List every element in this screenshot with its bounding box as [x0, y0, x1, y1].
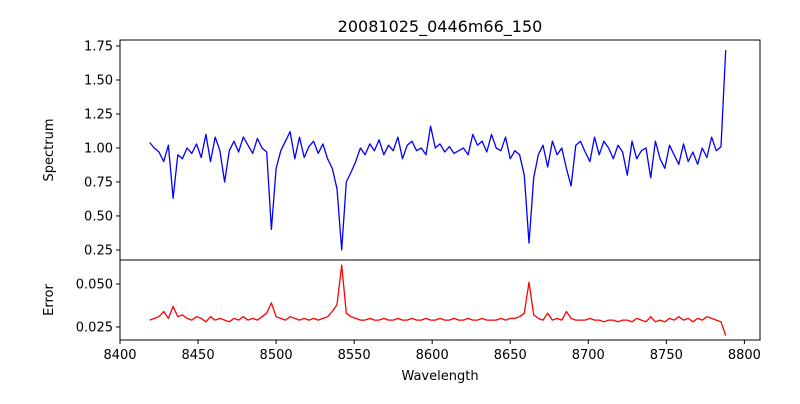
error-ytick-label: 0.025: [76, 320, 113, 335]
spectrum-axes-frame: [119, 39, 761, 261]
xtick-label: 8400: [103, 348, 136, 363]
xtick-label: 8600: [416, 348, 449, 363]
xtick-label: 8550: [338, 348, 371, 363]
error-axes-frame: [119, 259, 761, 341]
spectrum-ytick-label: 1.50: [84, 73, 113, 88]
xtick-label: 8800: [728, 348, 761, 363]
xtick-label: 8700: [572, 348, 605, 363]
error-ytick-label: 0.050: [76, 278, 113, 293]
chart-title: 20081025_0446m66_150: [338, 17, 543, 37]
spectrum-ytick-label: 0.75: [84, 175, 113, 190]
spectrum-ytick-label: 0.25: [84, 243, 113, 258]
error-line: [149, 264, 727, 336]
spectrum-ytick-label: 0.50: [84, 209, 113, 224]
spectrum-ytick-label: 1.00: [84, 141, 113, 156]
xtick-label: 8750: [650, 348, 683, 363]
xtick-label: 8650: [494, 348, 527, 363]
spectrum-line: [149, 50, 727, 251]
x-axis-label: Wavelength: [401, 369, 478, 384]
xtick-label: 8500: [260, 348, 293, 363]
xtick-label: 8450: [182, 348, 215, 363]
spectrum-ytick-label: 1.75: [84, 39, 113, 54]
bottom-y-axis-label: Error: [42, 284, 57, 316]
top-y-axis-label: Spectrum: [42, 119, 57, 182]
spectrum-ytick-label: 1.25: [84, 107, 113, 122]
